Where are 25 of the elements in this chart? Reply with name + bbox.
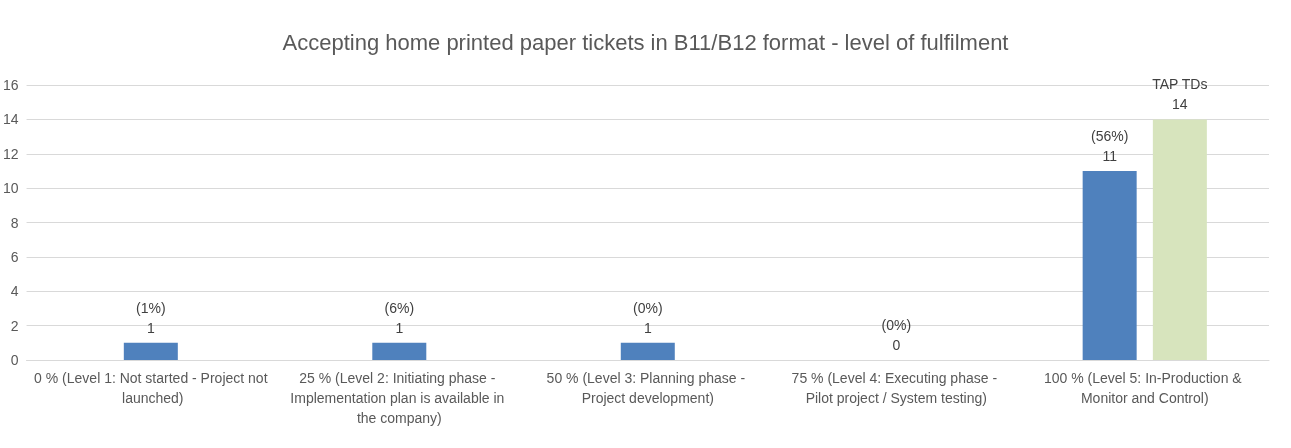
x-tick-label: 0 % (Level 1: Not started - Project not launched) — [34, 370, 268, 406]
series-label: TAP TDs — [1152, 76, 1208, 93]
y-tick-label: 8 — [10, 214, 19, 231]
data-label: (0%) 0 — [881, 317, 912, 353]
y-tick-label: 14 — [2, 111, 19, 128]
y-tick-label: 12 — [2, 145, 19, 162]
bar — [1152, 119, 1207, 360]
x-tick-label: 75 % (Level 4: Executing phase - Pilot project / System testing) — [791, 370, 1001, 406]
y-tick-label: 6 — [10, 248, 19, 265]
bar — [372, 342, 427, 360]
data-label: (56%) 11 — [1090, 127, 1129, 164]
chart-title: Accepting home printed paper tickets in B11/B12 format - level of fulfilment — [282, 29, 1009, 55]
data-label: 14 — [1172, 96, 1188, 113]
y-tick-label: 16 — [2, 77, 19, 93]
y-tick-label: 0 — [10, 352, 19, 368]
x-tick-label: 25 % (Level 2: Initiating phase - Implementation plan is available in the company) — [290, 370, 509, 426]
data-label: (6%) 1 — [384, 299, 415, 336]
data-label: (1%) 1 — [136, 299, 166, 336]
y-tick-label: 4 — [10, 283, 19, 300]
bar — [1082, 170, 1137, 360]
y-tick-label: 10 — [2, 180, 19, 197]
x-tick-label: 50 % (Level 3: Planning phase - Project development) — [546, 370, 749, 406]
y-tick-label: 2 — [10, 317, 19, 334]
data-label: (0%) 1 — [633, 299, 663, 336]
x-tick-label: 100 % (Level 5: In-Production & Monitor and Control) — [1043, 370, 1246, 406]
